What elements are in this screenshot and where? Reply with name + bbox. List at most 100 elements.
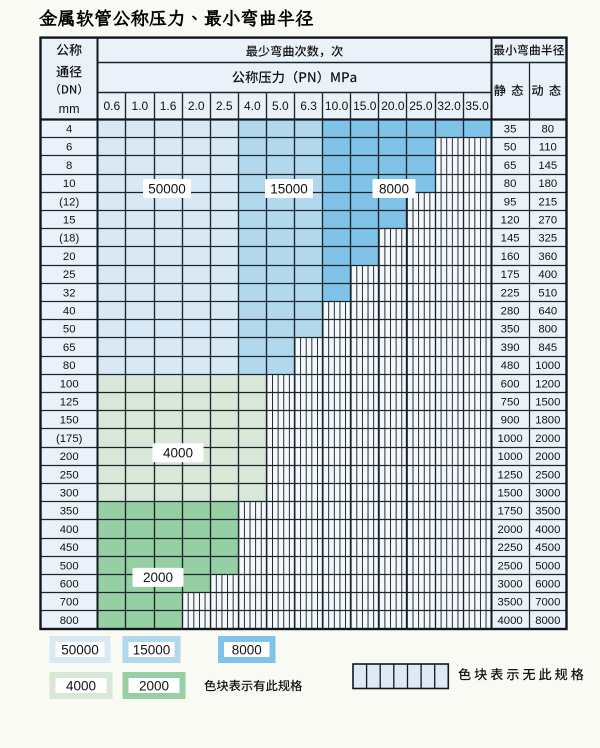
svg-text:360: 360	[538, 251, 557, 263]
svg-text:6: 6	[66, 142, 72, 154]
svg-text:8: 8	[66, 160, 72, 172]
svg-text:480: 480	[501, 360, 520, 372]
svg-text:(18): (18)	[59, 233, 79, 245]
svg-text:2500: 2500	[498, 560, 523, 572]
svg-text:120: 120	[501, 215, 520, 227]
svg-text:10.0: 10.0	[325, 99, 349, 113]
svg-text:145: 145	[501, 233, 520, 245]
svg-text:6000: 6000	[535, 579, 560, 591]
svg-text:65: 65	[63, 342, 76, 354]
svg-text:80: 80	[504, 178, 517, 190]
svg-text:2000: 2000	[535, 451, 560, 463]
svg-text:1.6: 1.6	[160, 99, 177, 113]
svg-text:175: 175	[501, 269, 520, 281]
svg-text:65: 65	[504, 160, 517, 172]
svg-text:2000: 2000	[535, 433, 560, 445]
svg-text:845: 845	[538, 342, 557, 354]
svg-text:4000: 4000	[163, 446, 193, 461]
svg-text:15: 15	[63, 215, 76, 227]
svg-text:325: 325	[538, 233, 557, 245]
svg-text:mm: mm	[59, 102, 80, 116]
svg-text:15000: 15000	[270, 181, 308, 196]
svg-text:800: 800	[538, 324, 557, 336]
svg-text:1500: 1500	[498, 488, 523, 500]
svg-text:50: 50	[504, 142, 517, 154]
svg-text:7000: 7000	[535, 597, 560, 609]
svg-text:100: 100	[60, 378, 79, 390]
svg-text:300: 300	[60, 488, 79, 500]
svg-text:200: 200	[60, 451, 79, 463]
svg-text:(175): (175)	[56, 433, 83, 445]
svg-text:4: 4	[66, 124, 72, 136]
svg-text:(12): (12)	[59, 196, 79, 208]
svg-text:3500: 3500	[535, 506, 560, 518]
svg-text:110: 110	[539, 142, 557, 154]
svg-text:3000: 3000	[498, 579, 523, 591]
svg-text:400: 400	[60, 524, 79, 536]
svg-text:2500: 2500	[535, 469, 560, 481]
svg-text:8000: 8000	[535, 615, 560, 627]
svg-text:280: 280	[501, 306, 520, 318]
svg-text:32: 32	[63, 287, 76, 299]
svg-text:250: 250	[60, 469, 79, 481]
svg-text:750: 750	[501, 397, 520, 409]
svg-text:700: 700	[60, 597, 79, 609]
svg-text:6.3: 6.3	[300, 99, 317, 113]
svg-text:0.6: 0.6	[103, 99, 120, 113]
svg-text:125: 125	[60, 397, 79, 409]
svg-text:1250: 1250	[498, 469, 523, 481]
svg-text:1750: 1750	[498, 506, 523, 518]
svg-text:4.0: 4.0	[244, 99, 261, 113]
svg-text:640: 640	[538, 306, 557, 318]
svg-text:20.0: 20.0	[381, 99, 405, 113]
svg-text:50000: 50000	[61, 642, 99, 657]
svg-text:600: 600	[60, 579, 79, 591]
svg-text:3000: 3000	[535, 488, 560, 500]
svg-text:15000: 15000	[133, 642, 171, 657]
svg-text:15.0: 15.0	[353, 99, 377, 113]
svg-text:25: 25	[63, 269, 76, 281]
svg-text:600: 600	[501, 378, 520, 390]
svg-text:150: 150	[60, 415, 79, 427]
svg-text:2000: 2000	[139, 678, 169, 693]
svg-text:20: 20	[63, 251, 76, 263]
svg-text:400: 400	[538, 269, 557, 281]
svg-text:225: 225	[501, 287, 520, 299]
svg-text:390: 390	[501, 342, 520, 354]
svg-text:510: 510	[538, 287, 557, 299]
svg-text:35: 35	[504, 124, 517, 136]
svg-text:10: 10	[63, 178, 76, 190]
svg-text:2000: 2000	[498, 524, 523, 536]
svg-text:350: 350	[60, 506, 79, 518]
svg-text:95: 95	[504, 196, 517, 208]
svg-text:160: 160	[501, 251, 520, 263]
svg-text:50: 50	[63, 324, 76, 336]
svg-text:80: 80	[542, 124, 555, 136]
svg-text:4000: 4000	[498, 615, 523, 627]
svg-text:500: 500	[60, 560, 79, 572]
svg-text:35.0: 35.0	[465, 99, 489, 113]
svg-text:350: 350	[501, 324, 520, 336]
svg-text:2.5: 2.5	[216, 99, 233, 113]
svg-text:3500: 3500	[498, 597, 523, 609]
svg-text:1800: 1800	[535, 415, 560, 427]
svg-text:4500: 4500	[535, 542, 560, 554]
svg-text:180: 180	[538, 178, 557, 190]
svg-text:450: 450	[60, 542, 79, 554]
svg-text:1200: 1200	[535, 378, 560, 390]
svg-text:32.0: 32.0	[437, 99, 461, 113]
svg-text:2250: 2250	[498, 542, 523, 554]
svg-text:1000: 1000	[535, 360, 560, 372]
svg-text:800: 800	[60, 615, 79, 627]
svg-text:1000: 1000	[498, 433, 523, 445]
svg-text:8000: 8000	[232, 642, 262, 657]
svg-text:2.0: 2.0	[188, 99, 205, 113]
svg-text:145: 145	[538, 160, 557, 172]
svg-text:215: 215	[538, 196, 557, 208]
svg-text:4000: 4000	[66, 678, 96, 693]
svg-text:270: 270	[538, 215, 557, 227]
svg-text:1500: 1500	[535, 397, 560, 409]
svg-text:80: 80	[63, 360, 76, 372]
svg-text:4000: 4000	[535, 524, 560, 536]
svg-text:25.0: 25.0	[409, 99, 433, 113]
